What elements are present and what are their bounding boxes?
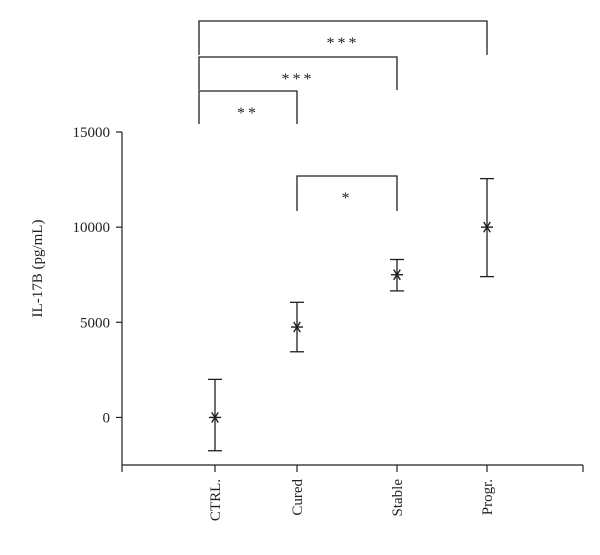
significance-label: ***	[327, 35, 360, 52]
asterisk-marker	[481, 221, 493, 233]
asterisk-marker	[291, 321, 303, 333]
x-axis-ticks: CTRL. Cured Stable Progr.	[121, 465, 584, 521]
significance-brackets: *********	[198, 20, 488, 211]
data-points	[208, 177, 494, 452]
x-tick-label: Progr.	[480, 479, 496, 515]
marker-stroke	[483, 221, 491, 233]
y-tick-label: 0	[103, 410, 111, 426]
significance-label: ***	[282, 71, 315, 88]
data-point	[480, 177, 494, 278]
x-tick-label: Stable	[390, 479, 406, 517]
data-point	[290, 301, 304, 353]
significance-bracket: *	[296, 175, 398, 211]
y-axis-label: IL-17B (pg/mL)	[30, 220, 46, 318]
asterisk-marker	[391, 269, 403, 281]
y-tick-label: 15000	[73, 125, 111, 141]
x-tick-label: CTRL.	[208, 479, 224, 521]
significance-bracket: ***	[198, 56, 398, 90]
significance-label: **	[237, 105, 259, 122]
significance-label: *	[342, 190, 353, 207]
bracket-line	[198, 56, 398, 90]
marker-stroke	[211, 411, 219, 423]
significance-bracket: **	[198, 90, 298, 124]
data-point	[208, 378, 222, 452]
y-tick-label: 10000	[73, 220, 111, 236]
y-axis-ticks: 0 5000 10000 15000	[73, 125, 122, 426]
marker-stroke	[393, 269, 401, 281]
asterisk-marker	[209, 411, 221, 423]
x-tick-label: Cured	[290, 479, 306, 516]
axes	[121, 132, 583, 466]
bracket-line	[198, 20, 488, 55]
bracket-line	[296, 175, 398, 211]
bracket-line	[198, 90, 298, 124]
data-point	[390, 258, 404, 292]
marker-stroke	[293, 321, 301, 333]
significance-bracket: ***	[198, 20, 488, 55]
y-tick-label: 5000	[80, 315, 110, 331]
